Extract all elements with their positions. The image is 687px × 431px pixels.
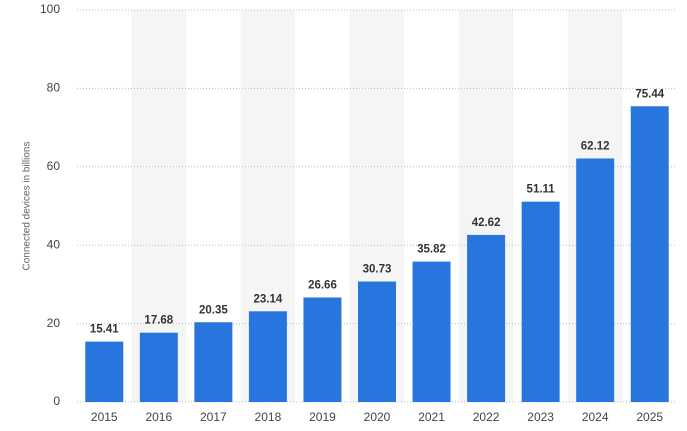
value-label: 62.12 [581, 141, 610, 153]
bar [248, 311, 287, 402]
bar [303, 297, 342, 402]
x-tick-label: 2019 [309, 410, 336, 424]
bar [521, 201, 560, 402]
bar [85, 341, 124, 402]
x-tick-label: 2022 [473, 410, 500, 424]
x-tick-label: 2015 [91, 410, 118, 424]
x-tick-label: 2021 [418, 410, 445, 424]
value-label: 42.62 [472, 217, 501, 229]
y-tick-label: 40 [47, 237, 61, 251]
x-tick-label: 2024 [582, 410, 609, 424]
bar [139, 332, 178, 402]
value-label: 15.41 [90, 324, 119, 336]
bar [194, 322, 233, 402]
bar [630, 106, 669, 402]
value-label: 51.11 [527, 184, 556, 196]
value-label: 17.68 [144, 315, 173, 327]
value-label: 26.66 [308, 280, 337, 292]
value-label: 30.73 [363, 264, 392, 276]
x-tick-label: 2018 [255, 410, 282, 424]
x-tick-label: 2016 [145, 410, 172, 424]
y-tick-label: 80 [47, 81, 61, 95]
value-label: 20.35 [199, 304, 228, 316]
y-tick-label: 100 [40, 2, 60, 16]
y-tick-label: 20 [47, 316, 61, 330]
value-label: 23.14 [254, 293, 283, 305]
bar [412, 261, 451, 402]
value-label: 75.44 [635, 88, 664, 100]
value-label: 35.82 [417, 244, 446, 256]
y-tick-label: 0 [53, 394, 60, 408]
x-tick-label: 2017 [200, 410, 227, 424]
x-tick-label: 2025 [636, 410, 663, 424]
y-axis-label: Connected devices in billions [22, 142, 33, 271]
x-tick-label: 2020 [364, 410, 391, 424]
bar [467, 234, 506, 402]
y-tick-label: 60 [47, 159, 61, 173]
bar [358, 281, 396, 402]
x-tick-label: 2023 [527, 410, 554, 424]
bar [576, 158, 615, 402]
